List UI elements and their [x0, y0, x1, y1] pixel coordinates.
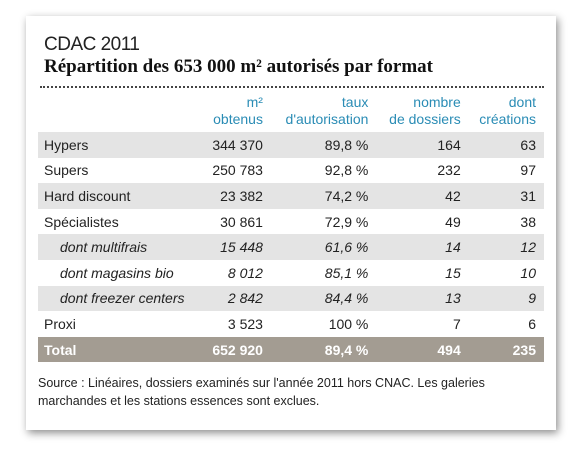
- column-header-line: de dossiers: [389, 111, 461, 127]
- cell-value: 13: [376, 285, 469, 312]
- cell-value: 14: [376, 234, 469, 260]
- title: Répartition des 653 000 m² autorisés par…: [44, 56, 433, 77]
- cell-value: 74,2 %: [270, 183, 377, 209]
- source: Source : Linéaires, dossiers examinés su…: [38, 376, 485, 408]
- column-header-line: m²: [246, 94, 263, 110]
- cell-value: 42: [376, 183, 469, 209]
- column-header-line: obtenus: [213, 111, 263, 127]
- row-label: dont magasins bio: [60, 264, 174, 281]
- cell-value: 97: [520, 162, 536, 179]
- cell-value: 6: [528, 315, 536, 332]
- cell-value: 8 012: [227, 264, 263, 281]
- total-value: 494: [376, 336, 469, 363]
- column-header-line: d'autorisation: [285, 111, 369, 127]
- card: CDAC 2011 Répartition des 653 000 m² aut…: [26, 16, 556, 430]
- row-label: dont multifrais: [38, 234, 196, 260]
- column-header-line: dont: [508, 94, 536, 110]
- row-label: Proxi: [44, 315, 76, 332]
- cell-value: 100 %: [328, 315, 369, 332]
- cell-value: 72,9 %: [324, 213, 369, 230]
- row-label: Hypers: [38, 132, 196, 158]
- cell-value: 49: [445, 213, 461, 230]
- divider: [40, 86, 544, 88]
- cell-value: 250 783: [212, 162, 263, 179]
- row-label: dont freezer centers: [38, 285, 196, 312]
- table-row: Supers 250 783 92,8 % 232 97: [38, 158, 544, 184]
- table-row: dont freezer centers 2 842 84,4 % 13 9: [38, 285, 544, 312]
- kicker: CDAC 2011: [44, 34, 140, 55]
- cell-value: 31: [468, 183, 544, 209]
- cell-value: 63: [468, 132, 544, 158]
- row-label: Supers: [44, 162, 89, 179]
- cell-value: 2 842: [196, 285, 271, 312]
- cell-value: 30 861: [220, 213, 263, 230]
- cell-value: 232: [437, 162, 461, 179]
- cell-value: 84,4 %: [270, 285, 377, 312]
- header-row: m² obtenus taux d'autorisation nombre de doss…: [38, 92, 544, 132]
- column-header: nombre de dossiers: [376, 92, 468, 132]
- column-header: m² obtenus: [196, 92, 271, 132]
- table-row: dont magasins bio 8 012 85,1 % 15 10: [38, 260, 544, 286]
- table: m² obtenus taux d'autorisation nombre de doss…: [38, 92, 544, 363]
- total-value: 89,4 %: [270, 336, 377, 363]
- cell-value: 344 370: [196, 132, 271, 158]
- row-label: Hard discount: [38, 183, 196, 209]
- column-header: dont créations: [469, 92, 544, 132]
- column-header: taux d'autorisation: [271, 92, 376, 132]
- table-row: Spécialistes 30 861 72,9 % 49 38: [38, 209, 544, 235]
- table-row: Hypers 344 370 89,8 % 164 63: [38, 132, 544, 158]
- table-row: dont multifrais 15 448 61,6 % 14 12: [38, 234, 544, 260]
- cell-value: 89,8 %: [270, 132, 377, 158]
- cell-value: 15 448: [196, 234, 271, 260]
- cell-value: 3 523: [227, 315, 263, 332]
- cell-value: 92,8 %: [324, 162, 369, 179]
- cell-value: 85,1 %: [324, 264, 369, 281]
- table-row: Proxi 3 523 100 % 7 6: [38, 311, 544, 337]
- cell-value: 9: [468, 285, 544, 312]
- column-header-line: créations: [479, 111, 536, 127]
- table-row: Hard discount 23 382 74,2 % 42 31: [38, 183, 544, 209]
- row-label: Spécialistes: [44, 213, 119, 230]
- column-header-line: taux: [341, 94, 369, 110]
- cell-value: 12: [468, 234, 544, 260]
- cell-value: 164: [376, 132, 469, 158]
- total-row: Total 652 920 89,4 % 494 235: [38, 336, 544, 363]
- total-value: 652 920: [196, 336, 271, 363]
- total-value: 235: [468, 336, 544, 363]
- cell-value: 23 382: [196, 183, 271, 209]
- cell-value: 10: [520, 264, 536, 281]
- cell-value: 61,6 %: [270, 234, 377, 260]
- cell-value: 15: [445, 264, 461, 281]
- cell-value: 38: [520, 213, 536, 230]
- total-label: Total: [38, 336, 196, 363]
- column-header-line: nombre: [413, 94, 461, 110]
- cell-value: 7: [452, 315, 461, 332]
